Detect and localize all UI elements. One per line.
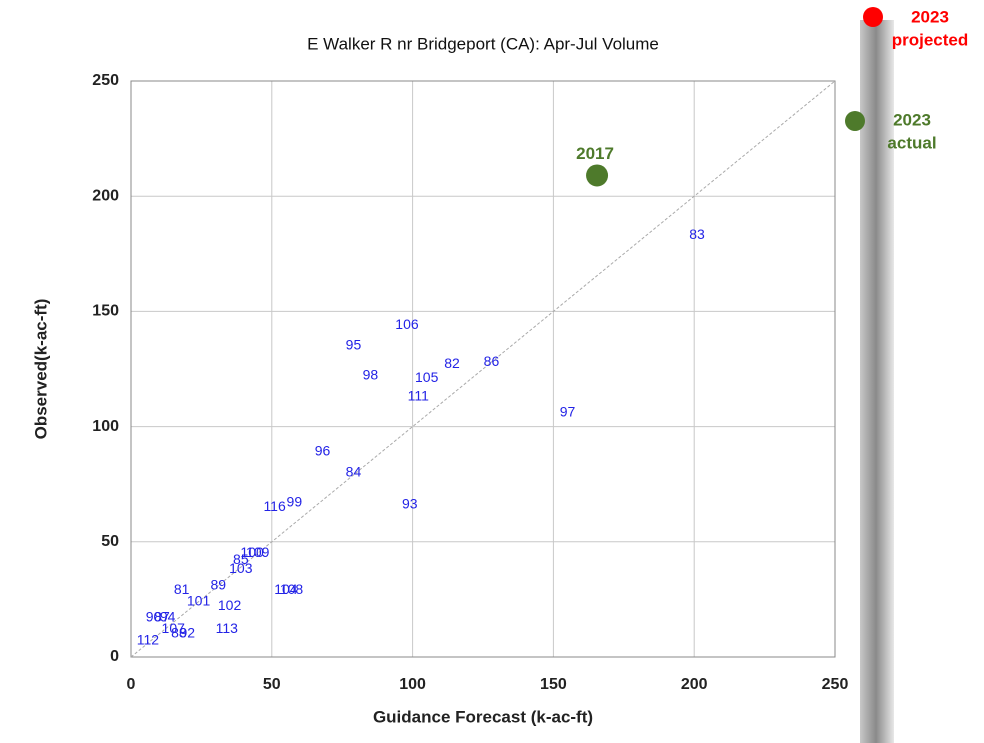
point-label: 98 <box>363 367 379 383</box>
point-label: 104 <box>274 581 298 597</box>
point-label: 92 <box>180 625 196 641</box>
annotation-text: projected <box>892 30 969 49</box>
annotation-text: 2023 <box>893 110 931 129</box>
point-label: 88 <box>171 625 187 641</box>
point-label: 90 <box>146 609 162 625</box>
x-axis-label: Guidance Forecast (k-ac-ft) <box>373 707 593 726</box>
annotation-marker <box>845 111 865 131</box>
chart-panel <box>18 18 860 743</box>
one-to-one-line <box>130 80 836 658</box>
x-tick-label: 250 <box>822 676 849 693</box>
point-label: 112 <box>137 632 160 648</box>
point-label: 93 <box>402 496 418 512</box>
chart-title: E Walker R nr Bridgeport (CA): Apr-Jul V… <box>307 34 659 53</box>
point-label: 89 <box>211 576 227 592</box>
y-tick-label: 250 <box>92 72 119 89</box>
point-label: 85 <box>233 551 249 567</box>
point-label: 84 <box>346 463 362 479</box>
point-label: 106 <box>395 316 419 332</box>
y-tick-label: 200 <box>92 187 119 204</box>
point-label: 111 <box>408 387 429 403</box>
point-label: 97 <box>560 403 576 419</box>
annotation-text: 2023 <box>911 7 949 26</box>
point-label: 95 <box>346 337 362 353</box>
plot-frame <box>130 80 836 658</box>
point-label: 102 <box>218 597 242 613</box>
x-tick-label: 0 <box>127 676 136 693</box>
point-label: 109 <box>246 544 270 560</box>
point-label: 107 <box>162 620 186 636</box>
point-label: 113 <box>216 620 239 636</box>
point-label: 81 <box>174 581 190 597</box>
y-tick-label: 0 <box>110 648 119 665</box>
point-label: 100 <box>240 544 264 560</box>
point-label: 83 <box>689 226 705 242</box>
annotation-marker <box>863 7 883 27</box>
shadow <box>858 20 894 743</box>
y-tick-label: 150 <box>92 303 119 320</box>
x-tick-label: 50 <box>263 676 281 693</box>
annotation-text: actual <box>887 133 936 152</box>
point-label: 105 <box>415 369 439 385</box>
point-label: 82 <box>444 355 460 371</box>
point-label: 94 <box>160 609 176 625</box>
point-label: 99 <box>287 493 303 509</box>
x-tick-label: 100 <box>399 676 426 693</box>
point-label: 87 <box>154 609 170 625</box>
y-axis-label: Observed(k-ac-ft) <box>31 299 50 440</box>
highlight-label: 2017 <box>576 144 614 163</box>
point-label: 108 <box>280 581 304 597</box>
point-label: 86 <box>484 353 500 369</box>
point-label: 101 <box>187 592 211 608</box>
point-label: 103 <box>229 560 253 576</box>
point-label: 96 <box>315 443 331 459</box>
y-tick-label: 100 <box>92 418 119 435</box>
x-tick-label: 200 <box>681 676 708 693</box>
point-label: 116 <box>263 498 286 514</box>
highlight-point <box>586 164 609 187</box>
x-tick-label: 150 <box>540 676 567 693</box>
y-tick-label: 50 <box>101 533 119 550</box>
